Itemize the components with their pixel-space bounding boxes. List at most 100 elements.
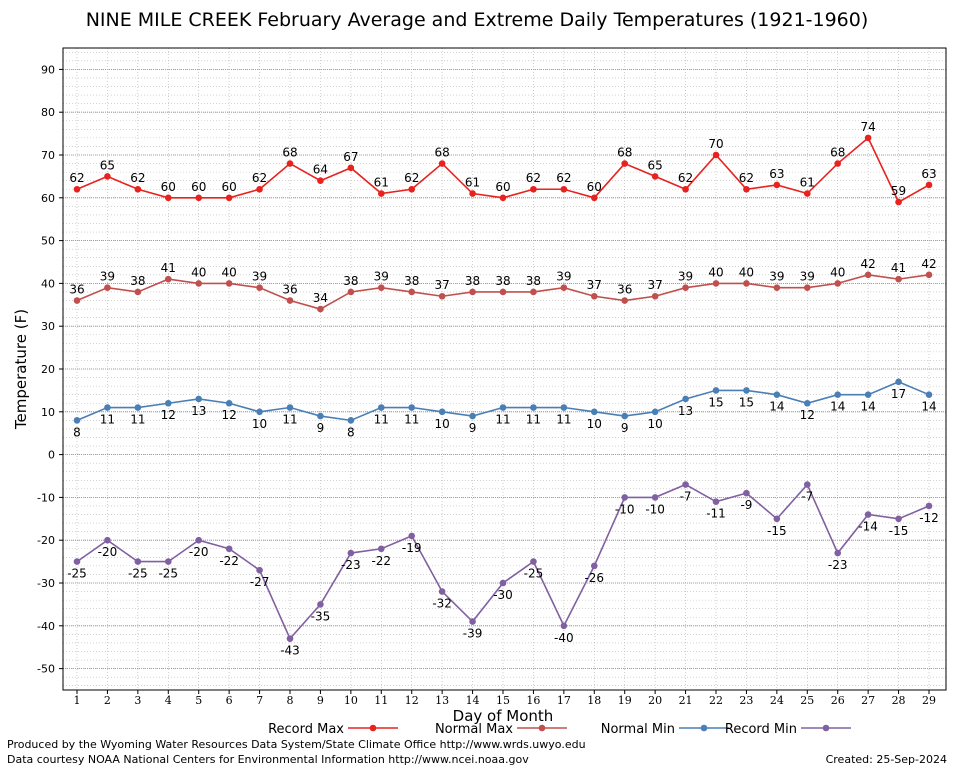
normal-min-point: [834, 391, 842, 398]
normal-max-point: [621, 297, 629, 304]
x-tick-label: 2: [104, 694, 111, 707]
x-tick-label: 15: [496, 694, 510, 707]
normal-max-point: [225, 280, 233, 287]
record-max-data-label: 62: [739, 171, 754, 185]
normal-min-point: [651, 408, 659, 416]
record-max-point: [651, 173, 659, 180]
normal-min-point: [347, 417, 355, 424]
x-tick-label: 20: [648, 694, 662, 707]
normal-max-point: [164, 275, 172, 283]
record-min-data-label: -10: [645, 502, 665, 516]
record-max-point: [286, 160, 294, 167]
normal-min-data-label: 11: [374, 413, 389, 427]
normal-min-point: [773, 391, 781, 398]
normal-max-point: [134, 288, 142, 296]
x-tick-label: 29: [922, 694, 936, 707]
record-max-point: [803, 190, 811, 197]
grid-layer: [63, 48, 946, 690]
normal-max-data-label: 37: [587, 278, 602, 292]
record-max-data-label: 67: [343, 150, 358, 164]
normal-min-data-label: 8: [73, 425, 81, 439]
normal-max-point: [530, 288, 537, 296]
y-tick-label: 10: [41, 406, 55, 419]
normal-max-data-label: 38: [130, 274, 145, 288]
x-tick-label: 13: [435, 694, 449, 707]
normal-max-data-label: 42: [861, 257, 876, 271]
record-max-data-label: 63: [769, 167, 784, 181]
record-min-point: [864, 511, 872, 518]
y-tick-label: 70: [41, 149, 55, 162]
normal-max-point: [682, 284, 689, 291]
record-max-data-label: 59: [891, 184, 906, 198]
normal-max-point: [773, 284, 781, 291]
normal-max-point: [743, 280, 750, 287]
normal-max-data-label: 39: [556, 270, 571, 284]
x-tick-label: 17: [557, 694, 571, 707]
record-max-point: [925, 181, 933, 189]
record-max-point: [317, 177, 324, 184]
normal-min-point: [286, 404, 294, 411]
record-max-point: [499, 194, 507, 202]
normal-min-data-label: 11: [495, 413, 510, 427]
record-max-data-label: 62: [69, 171, 84, 185]
legend-marker-record-min: [822, 724, 830, 732]
x-tick-label: 3: [134, 694, 141, 707]
x-tick-label: 1: [74, 694, 81, 707]
normal-max-point: [469, 288, 476, 296]
record-min-data-label: -22: [371, 554, 391, 568]
record-min-point: [499, 579, 507, 587]
legend-label-normal-min: Normal Min: [601, 722, 675, 737]
normal-max-point: [925, 271, 933, 279]
record-min-point: [256, 566, 263, 574]
normal-min-point: [499, 404, 507, 411]
series-layer: 62 65 62 60 60 60 62 68 64 67 61 62 68 61 60 62 62 60 68 65…: [67, 120, 939, 658]
record-max-data-label: 65: [100, 158, 115, 172]
normal-max-data-label: 38: [404, 274, 419, 288]
normal-min-data-label: 10: [252, 417, 267, 431]
normal-min-point: [104, 404, 111, 411]
normal-max-data-label: 40: [830, 265, 845, 279]
record-max-data-label: 70: [708, 137, 723, 151]
normal-max-data-label: 36: [69, 283, 84, 297]
normal-min-point: [256, 408, 263, 416]
normal-min-point: [864, 391, 872, 398]
record-min-point: [225, 545, 233, 553]
record-min-data-label: -25: [524, 567, 544, 581]
normal-min-data-label: 9: [621, 421, 629, 435]
record-min-data-label: -25: [158, 567, 178, 581]
x-tick-label: 10: [344, 694, 358, 707]
normal-min-data-label: 14: [769, 400, 784, 414]
normal-min-point: [895, 378, 902, 386]
record-max-point: [104, 173, 111, 180]
record-min-data-label: -25: [67, 567, 87, 581]
record-min-point: [530, 558, 537, 565]
record-min-point: [104, 536, 111, 544]
normal-min-point: [803, 399, 811, 407]
record-max-data-label: 61: [374, 176, 389, 190]
record-max-point: [164, 194, 172, 202]
normal-max-data-label: 38: [495, 274, 510, 288]
x-tick-label: 19: [618, 694, 632, 707]
legend-marker-record-max: [369, 724, 377, 732]
normal-min-point: [712, 387, 720, 394]
record-max-point: [773, 181, 781, 189]
record-max-point: [134, 185, 142, 193]
record-min-data-label: -19: [402, 541, 422, 555]
normal-min-point: [469, 412, 476, 420]
record-max-point: [195, 194, 203, 202]
y-tick-label: -40: [37, 620, 55, 633]
x-tick-label: 28: [892, 694, 906, 707]
normal-max-data-label: 42: [921, 257, 936, 271]
normal-min-point: [590, 408, 598, 416]
normal-min-point: [621, 412, 629, 420]
normal-min-data-label: 14: [861, 400, 876, 414]
normal-max-point: [499, 288, 507, 296]
normal-max-point: [590, 292, 598, 300]
record-min-point: [377, 545, 385, 553]
y-tick-label: -30: [37, 577, 55, 590]
normal-max-point: [712, 280, 720, 287]
record-min-data-label: -40: [554, 631, 574, 645]
normal-max-point: [803, 284, 811, 291]
normal-max-point: [408, 288, 416, 296]
record-min-point: [743, 489, 750, 497]
